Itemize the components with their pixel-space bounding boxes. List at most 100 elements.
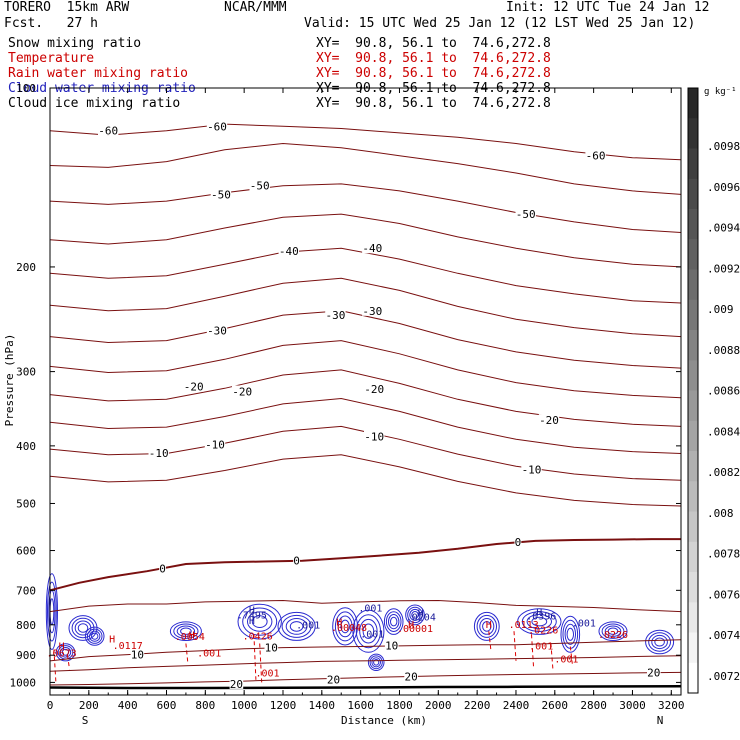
isotherm-label-bg bbox=[229, 677, 244, 689]
isotherm-label-bg bbox=[293, 554, 300, 566]
isotherm-label-bg bbox=[98, 124, 119, 136]
isotherm-label: -40 bbox=[362, 242, 382, 255]
isotherm-label-bg bbox=[130, 648, 145, 660]
cloud-water-contour bbox=[604, 625, 622, 637]
colorbar-label: .0082 bbox=[707, 466, 740, 479]
rain-label: H bbox=[486, 620, 492, 631]
cloud-water-contour bbox=[180, 627, 192, 635]
cloud-water-contour bbox=[476, 614, 497, 638]
isotherm-label-bg bbox=[325, 309, 346, 321]
cloud-water-contour bbox=[367, 653, 385, 671]
x-tick-label: 1400 bbox=[309, 699, 336, 712]
field-name: Cloud ice mixing ratio bbox=[8, 96, 181, 111]
isotherm-line bbox=[49, 655, 682, 672]
y-tick-label: 1000 bbox=[10, 676, 37, 689]
colorbar-label: .0076 bbox=[707, 588, 740, 601]
cloud-water-contour bbox=[531, 616, 548, 627]
colorbar-label: .009 bbox=[707, 303, 734, 316]
isotherm-label: -50 bbox=[250, 180, 270, 193]
cloud-water-contour bbox=[340, 619, 350, 634]
cloud-water-contour bbox=[560, 615, 581, 653]
rain-label: H bbox=[408, 620, 414, 631]
rain-water-contour bbox=[185, 643, 189, 664]
isotherm-label-bg bbox=[206, 120, 228, 132]
cloud-label: .001 bbox=[572, 618, 596, 629]
isotherm-label: -10 bbox=[522, 463, 542, 476]
rain-label: .0226 bbox=[528, 626, 558, 637]
colorbar-swatch bbox=[688, 269, 698, 301]
isotherm-label-bg bbox=[278, 245, 299, 256]
rain-label: .00048 bbox=[331, 623, 367, 634]
isotherm-label-bg bbox=[538, 414, 560, 426]
cloud-label: H bbox=[249, 616, 255, 627]
rain-label: .0426 bbox=[243, 632, 273, 643]
x-tick-label: 200 bbox=[79, 699, 99, 712]
isotherm-line bbox=[49, 142, 682, 195]
cloud-water-contour bbox=[654, 637, 665, 647]
cloud-label: .001 bbox=[360, 629, 384, 640]
isotherm-label-bg bbox=[404, 670, 418, 682]
cloud-water-contour bbox=[651, 634, 668, 650]
cloud-water-contour bbox=[169, 621, 202, 642]
rain-label: .001 bbox=[255, 669, 279, 680]
x-tick-label: 1000 bbox=[231, 699, 258, 712]
colorbar-frame bbox=[687, 87, 699, 694]
cloud-water-contour bbox=[61, 648, 70, 656]
isotherm-label: -30 bbox=[325, 309, 345, 322]
colorbar-swatch bbox=[688, 330, 698, 361]
init-time: Init: 12 UTC Tue 24 Jan 12 bbox=[506, 0, 710, 15]
isotherm-label: -20 bbox=[232, 386, 252, 399]
isotherm-label: -50 bbox=[211, 188, 231, 201]
y-tick-label: 900 bbox=[16, 649, 36, 662]
cloud-water-contour bbox=[383, 608, 404, 635]
cloud-water-contour bbox=[566, 627, 574, 641]
cloud-water-contour bbox=[388, 614, 400, 630]
field-name: Snow mixing ratio bbox=[8, 36, 142, 51]
isotherm-label: 20 bbox=[230, 678, 243, 691]
colorbar-label: .0088 bbox=[707, 344, 740, 357]
isotherm-label: -20 bbox=[184, 381, 204, 394]
x-axis-label: Distance (km) bbox=[341, 714, 427, 727]
colorbar-swatch bbox=[688, 390, 698, 422]
rain-label: .001 bbox=[529, 641, 553, 652]
isotherm-label-bg bbox=[148, 446, 169, 458]
isotherm-label-bg bbox=[204, 438, 226, 450]
isotherm-label-bg bbox=[585, 149, 606, 161]
isotherm-line bbox=[49, 538, 681, 592]
isotherm-label: 10 bbox=[265, 642, 278, 655]
isotherm-line bbox=[49, 454, 682, 507]
cloud-water-contour bbox=[479, 618, 495, 635]
rain-water-contour bbox=[531, 634, 534, 667]
isotherm-label: -20 bbox=[539, 414, 559, 427]
colorbar-swatch bbox=[688, 481, 698, 513]
rain-label: .0673 bbox=[47, 649, 77, 660]
cloud-label: .7495 bbox=[237, 611, 267, 622]
colorbar-label: .0092 bbox=[707, 262, 740, 275]
cloud-water-contour bbox=[237, 603, 282, 640]
colorbar-label: .008 bbox=[707, 507, 734, 520]
isotherm-label: -20 bbox=[364, 383, 384, 396]
y-tick-label: 600 bbox=[16, 545, 36, 558]
x-tick-label: 0 bbox=[47, 699, 54, 712]
cloud-water-contour bbox=[473, 611, 500, 641]
cloud-water-contour bbox=[521, 611, 557, 632]
x-tick-label: 3000 bbox=[619, 699, 646, 712]
cloud-label: .001 bbox=[296, 621, 320, 632]
cloud-water-contour bbox=[337, 615, 353, 638]
rain-label: H bbox=[189, 631, 195, 642]
y-tick-label: 700 bbox=[16, 584, 36, 597]
isotherm-label: 20 bbox=[404, 671, 417, 684]
cloud-water-contour bbox=[68, 615, 98, 641]
rain-label: .001 bbox=[197, 649, 221, 660]
isotherm-label: -60 bbox=[98, 125, 118, 138]
cloud-water-contour bbox=[526, 614, 552, 630]
forecast-hour: Fcst. 27 h bbox=[4, 16, 98, 31]
colorbar-swatch bbox=[688, 118, 698, 150]
y-tick-label: 500 bbox=[16, 498, 36, 511]
isotherm-line bbox=[49, 213, 682, 268]
isotherm-label-bg bbox=[514, 536, 522, 548]
rain-label: .0117 bbox=[113, 641, 143, 652]
isotherm-label-bg bbox=[206, 324, 228, 336]
valid-time: Valid: 15 UTC Wed 25 Jan 12 (12 LST Wed … bbox=[304, 16, 696, 31]
cloud-water-contour bbox=[89, 630, 101, 642]
